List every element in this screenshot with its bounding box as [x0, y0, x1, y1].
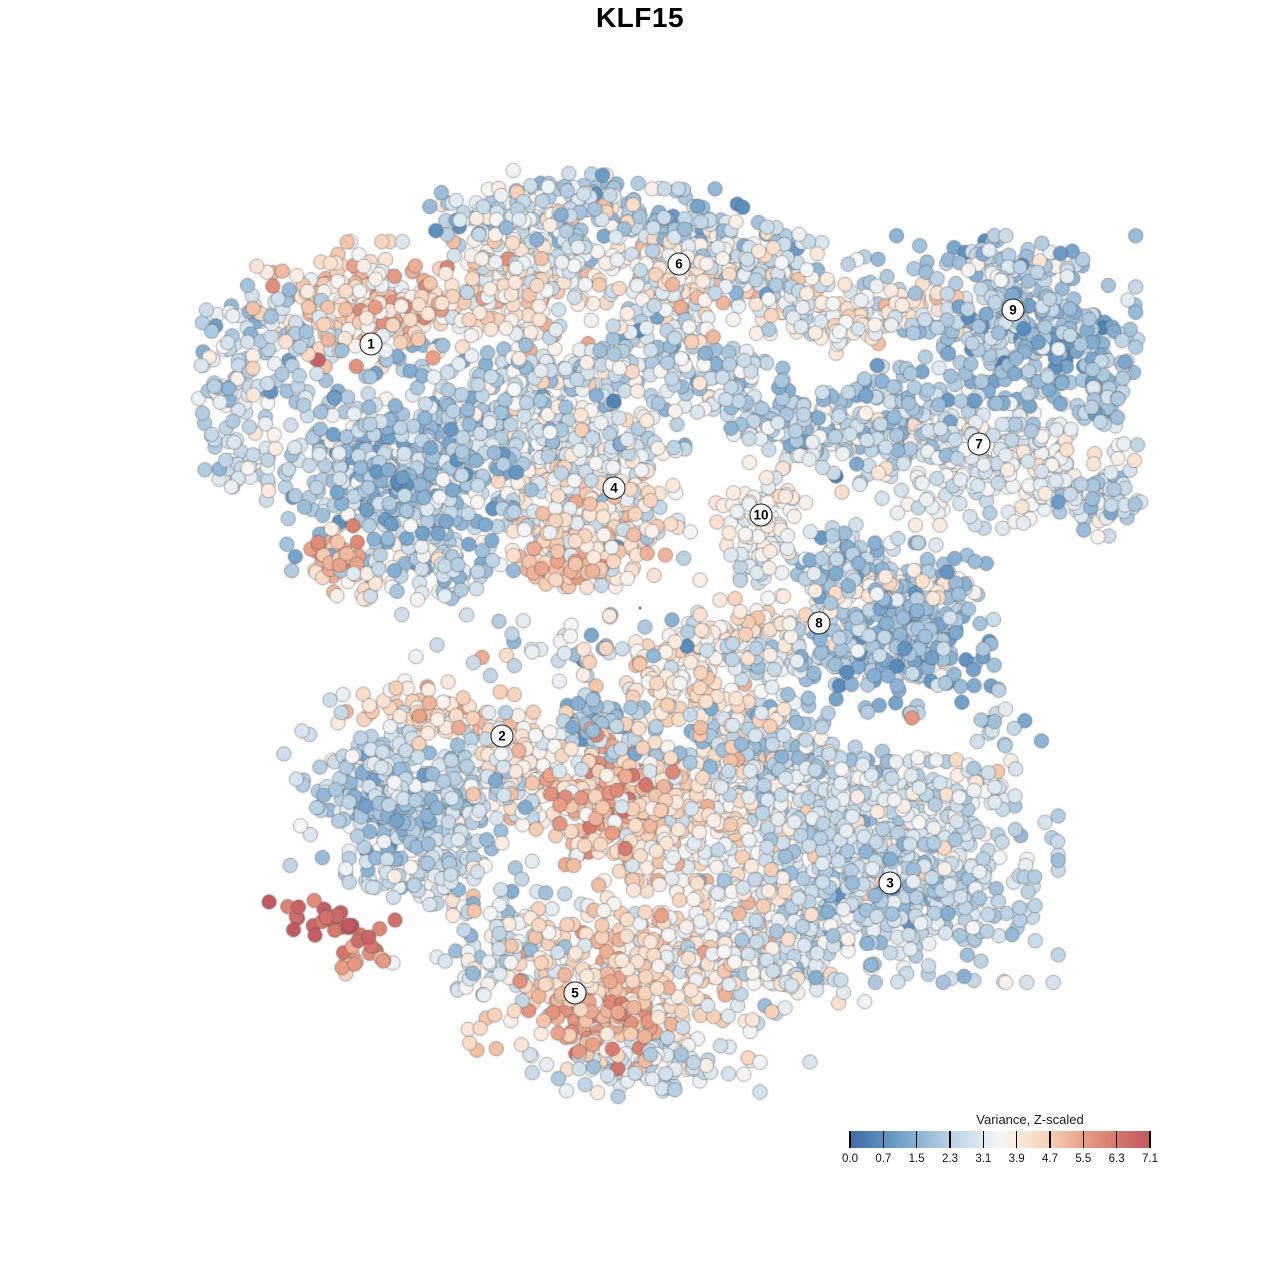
colorbar-tick-label: 4.7: [1042, 1153, 1058, 1165]
colorbar-tick: [1049, 1131, 1051, 1148]
cluster-label-4: 4: [602, 476, 626, 500]
colorbar-tick-label: 2.3: [942, 1153, 958, 1165]
colorbar-gradient: [849, 1131, 1151, 1148]
colorbar-tick-label: 3.1: [975, 1153, 992, 1165]
colorbar-tick: [882, 1131, 885, 1148]
colorbar-tick: [982, 1131, 985, 1148]
colorbar-tick: [1149, 1131, 1151, 1148]
colorbar-tick-label: 3.9: [1008, 1153, 1025, 1165]
colorbar-tick-label: 0.7: [875, 1153, 892, 1165]
cluster-label-7: 7: [967, 432, 991, 456]
colorbar-tick: [1115, 1131, 1118, 1148]
colorbar-title: Variance, Z-scaled: [976, 1112, 1084, 1127]
colorbar-tick-label: 0.0: [842, 1153, 858, 1165]
colorbar-tick-label: 7.1: [1142, 1153, 1158, 1165]
colorbar-legend: Variance, Z-scaled 0.0 0.7 1.5 2.3 3.1 3.9 4.7…: [840, 1112, 1170, 1172]
colorbar-tick: [849, 1131, 851, 1148]
cluster-label-6: 6: [667, 252, 691, 276]
cluster-label-10: 10: [749, 503, 773, 527]
colorbar-tick: [915, 1131, 918, 1148]
colorbar-tick-label: 1.5: [908, 1153, 925, 1165]
cluster-label-3: 3: [878, 871, 902, 895]
cluster-label-8: 8: [807, 611, 831, 635]
colorbar-tick: [1082, 1131, 1085, 1148]
cluster-label-5: 5: [563, 981, 587, 1005]
colorbar-tick-label: 6.3: [1108, 1153, 1125, 1165]
colorbar-tick: [949, 1131, 951, 1148]
cluster-label-2: 2: [490, 724, 514, 748]
cluster-label-9: 9: [1001, 298, 1025, 322]
colorbar-tick-label: 5.5: [1075, 1153, 1092, 1165]
plot-title: KLF15: [595, 2, 685, 33]
cluster-label-1: 1: [359, 332, 383, 356]
colorbar-tick: [1015, 1131, 1018, 1148]
